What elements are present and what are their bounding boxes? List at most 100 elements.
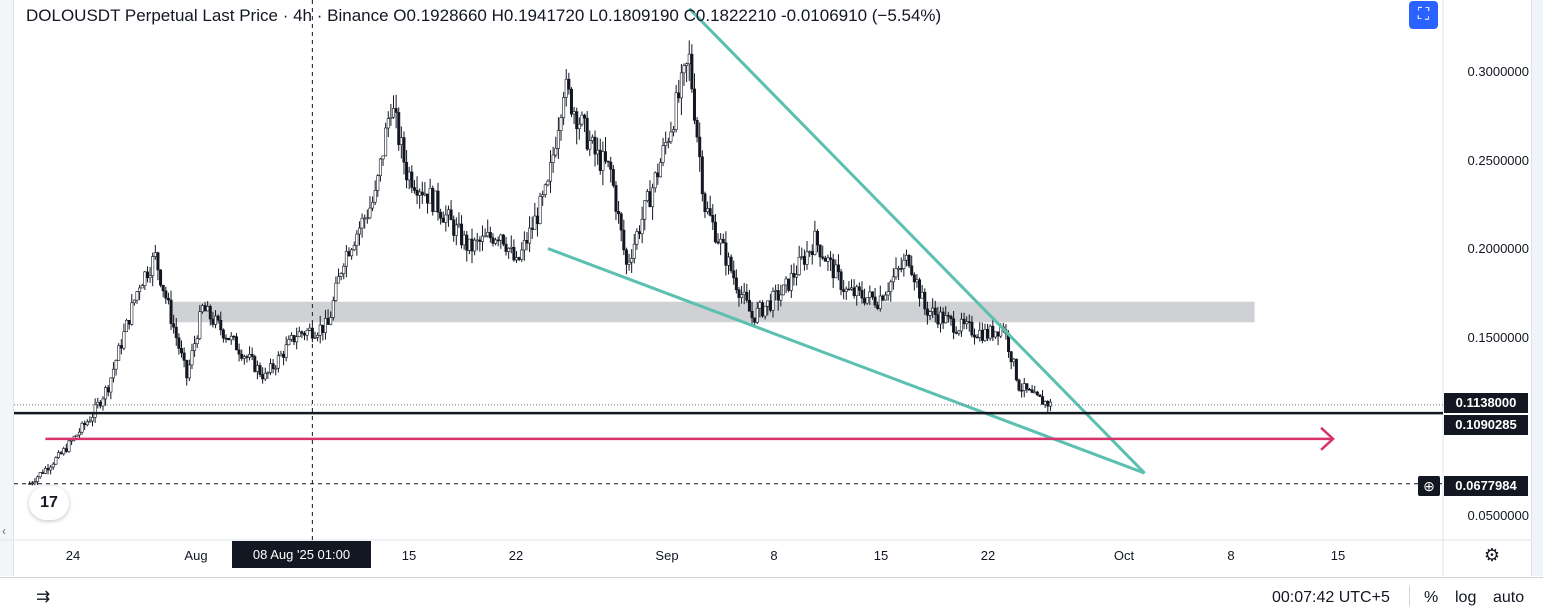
candle-body [865,297,869,304]
candle-body [863,297,867,304]
candle-body [166,297,170,301]
candle-body [135,291,139,301]
chart-settings-button[interactable]: ⚙ [1480,543,1504,567]
ohlc-high-label: H [491,6,504,25]
candle-body [402,137,406,163]
candle-body [268,363,272,373]
candle-body [62,448,66,455]
candle-body [925,308,929,316]
candle-body [454,224,458,236]
candle-body [1014,358,1018,381]
candle-body [386,118,390,129]
candle-body [891,276,895,283]
candle-body [737,289,741,298]
candle-body [389,116,393,119]
candle-body [768,300,772,311]
candle-body [789,273,793,291]
time-scale-label: 22 [980,548,996,563]
candle-body [85,421,89,426]
candle-body [342,265,346,274]
candle-body [525,240,529,244]
ohlc-low-label: L [589,6,599,25]
tradingview-logo[interactable]: 17 [29,486,69,520]
candle-body [870,291,874,298]
exchange-label: Binance [327,6,389,25]
candle-body [732,270,736,279]
candle-body [504,243,508,252]
symbol-title[interactable]: DOLOUSDT Perpetual Last Price [26,6,278,25]
candle-body [590,136,594,141]
divider [1409,586,1410,606]
candle-body [598,149,602,171]
candle-body [242,356,246,359]
replay-icon[interactable]: ⇉ [36,587,51,606]
candle-body [91,417,95,422]
candle-body [109,377,113,393]
candle-body [902,259,906,269]
ohlc-open-value: 0.1928660 [406,6,487,25]
left-edge-panel [0,0,14,576]
candle-body [910,265,914,275]
clock-label[interactable]: 00:07:42 UTC+5 [1272,589,1390,606]
price-chart[interactable] [0,0,1543,576]
candle-body [973,334,977,338]
candle-body [287,339,291,346]
candle-body [695,120,699,138]
candle-body [648,191,652,208]
candle-body [41,472,45,474]
candle-body [567,78,571,90]
candle-body [996,331,1000,337]
candle-body [515,257,519,261]
candle-body [460,223,464,246]
crosshair-add-button[interactable]: ⊕ [1418,476,1440,496]
fullscreen-button[interactable]: ⛶ [1409,1,1438,29]
candle-body [847,288,851,291]
candle-body [227,337,231,341]
candle-body [441,217,445,223]
candle-body [470,238,474,252]
ohlc-open-label: O [393,6,407,25]
candle-body [711,214,715,223]
candle-body [632,243,636,259]
candle-body [415,190,419,196]
candle-body [763,305,767,317]
right-scrollbar[interactable] [1531,0,1543,576]
candle-body [368,207,372,219]
candle-body [834,264,838,279]
candle-body [920,291,924,299]
log-toggle[interactable]: log [1455,589,1477,606]
candle-body [721,238,725,244]
candle-body [208,306,212,320]
candle-body [114,360,118,370]
candle-body [467,238,471,251]
price-scale-label: 0.2000000 [1467,241,1529,256]
candle-body [779,294,783,301]
candle-body [959,318,963,332]
candle-body [918,279,922,299]
last-price-tag: 0.1138000 [1444,393,1528,413]
candle-body [381,155,385,160]
left-arrow-icon[interactable]: ‹ [2,524,6,538]
percent-toggle[interactable]: % [1424,589,1439,606]
candle-body [850,287,854,290]
candle-body [583,114,587,119]
candle-body [549,162,553,182]
candle-body [596,149,600,155]
candle-body [399,137,403,145]
candle-body [700,156,704,195]
candle-body [1035,391,1039,396]
candle-body [784,278,788,286]
candle-body [975,336,979,339]
candle-body [488,232,492,239]
crosshair-price-tag: 0.0677984 [1444,476,1528,496]
candle-body [148,275,152,279]
candle-body [719,238,723,244]
candle-body [787,278,791,291]
candle-body [619,213,623,231]
candle-body [750,310,754,319]
candle-body [240,353,244,359]
candle-body [1046,401,1050,407]
candle-body [164,290,168,299]
auto-toggle[interactable]: auto [1493,589,1525,606]
candle-body [258,365,262,375]
